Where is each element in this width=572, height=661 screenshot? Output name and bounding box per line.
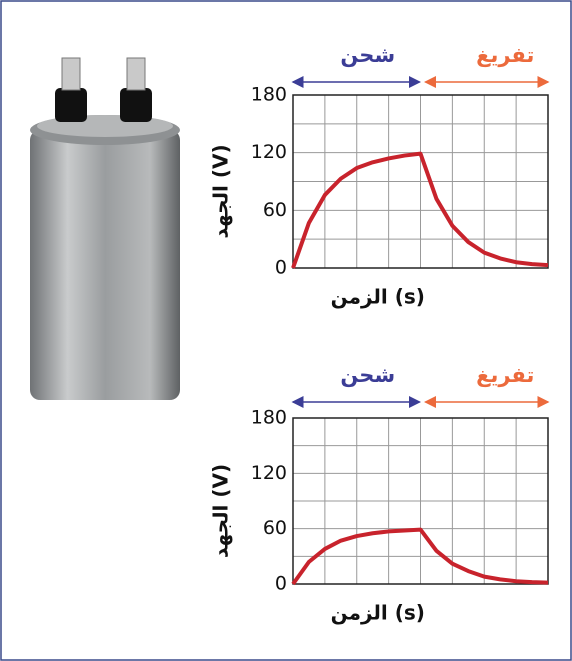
y-tick-label: 180 xyxy=(251,84,287,106)
y-tick-label: 180 xyxy=(251,407,287,429)
plot-border xyxy=(292,417,549,585)
voltage-curve xyxy=(291,527,549,586)
capacitor-image xyxy=(30,57,180,400)
voltage-curve xyxy=(291,151,549,269)
x-axis-label: الزمن (s) xyxy=(331,601,425,625)
discharge-label: تفريغ xyxy=(476,43,534,67)
y-axis-label: الجهد (V) xyxy=(209,464,233,558)
y-axis-label: الجهد (V) xyxy=(209,144,233,238)
y-tick-label: 120 xyxy=(251,462,287,484)
y-tick-label: 0 xyxy=(275,257,287,279)
plot-border xyxy=(292,94,549,269)
y-tick-label: 60 xyxy=(263,199,287,221)
discharge-label: تفريغ xyxy=(476,363,534,387)
charge-label: شحن xyxy=(340,43,395,67)
y-tick-label: 60 xyxy=(263,517,287,539)
y-tick-label: 120 xyxy=(251,141,287,163)
x-axis-label: الزمن (s) xyxy=(331,285,425,309)
charge-label: شحن xyxy=(340,363,395,387)
y-tick-label: 0 xyxy=(275,573,287,595)
